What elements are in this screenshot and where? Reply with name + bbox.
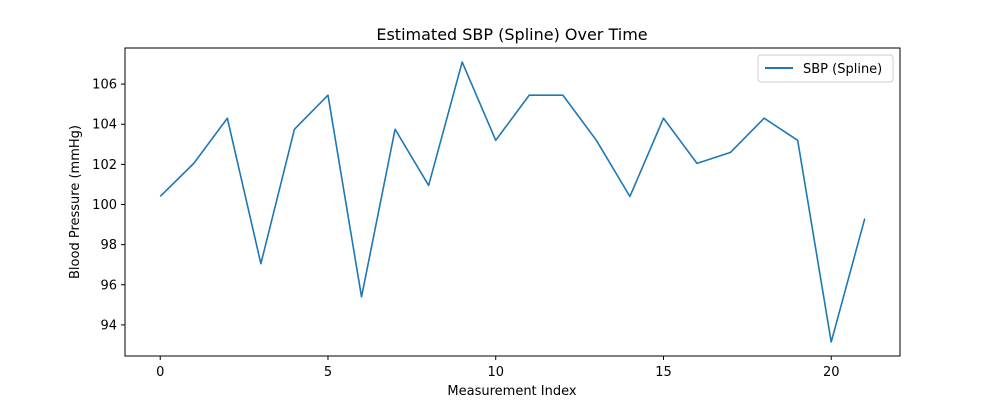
y-axis: 94 96 98 100 102 104 106 bbox=[92, 78, 125, 333]
series-line bbox=[159, 61, 866, 343]
legend-box bbox=[757, 54, 894, 83]
y-tick-label: 104 bbox=[92, 118, 117, 133]
y-tick-label: 106 bbox=[92, 78, 117, 93]
x-axis: 0 5 10 15 20 bbox=[156, 356, 839, 380]
chart-title: Estimated SBP (Spline) Over Time bbox=[376, 25, 647, 44]
x-tick-label: 15 bbox=[655, 365, 672, 380]
legend: SBP (Spline) bbox=[757, 54, 894, 83]
x-tick-label: 20 bbox=[823, 365, 840, 380]
x-tick-label: 10 bbox=[487, 365, 504, 380]
y-tick-label: 100 bbox=[92, 198, 117, 213]
x-tick-label: 5 bbox=[324, 365, 332, 380]
plot-frame bbox=[124, 47, 901, 357]
y-axis-label: Blood Pressure (mmHg) bbox=[68, 125, 83, 279]
y-tick-label: 98 bbox=[100, 238, 117, 253]
legend-label: SBP (Spline) bbox=[803, 62, 882, 77]
x-tick-label: 0 bbox=[156, 365, 164, 380]
plot-area bbox=[124, 47, 901, 357]
y-tick-label: 102 bbox=[92, 158, 117, 173]
x-axis-label: Measurement Index bbox=[447, 384, 576, 399]
series-layer bbox=[159, 61, 866, 343]
y-tick-label: 96 bbox=[100, 278, 117, 293]
y-tick-label: 94 bbox=[100, 318, 117, 333]
